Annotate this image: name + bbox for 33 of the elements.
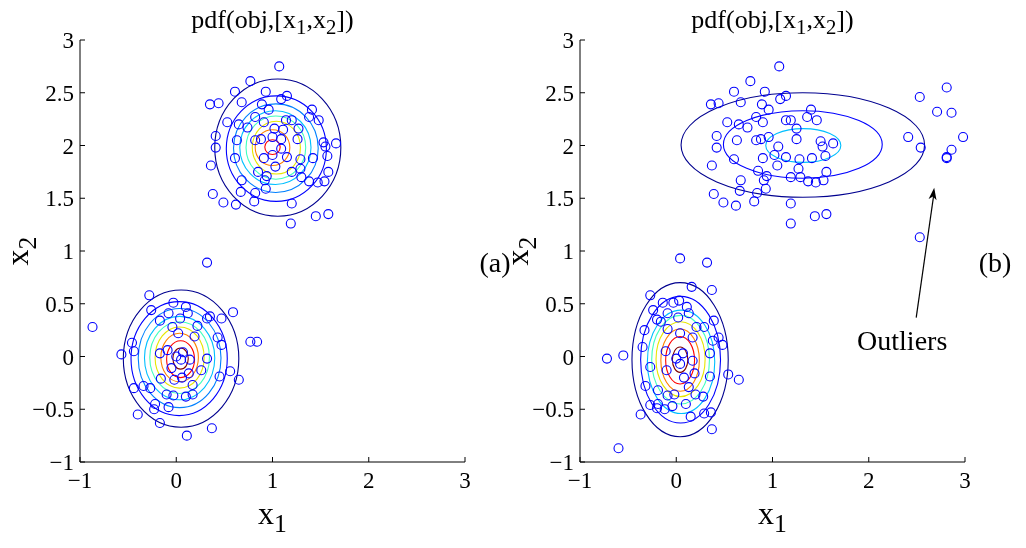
y-tick-label: 0.5: [545, 291, 574, 317]
y-tick-label: 1: [562, 239, 574, 265]
y-tick-label: 3: [562, 28, 574, 54]
y-tick-label: 2: [562, 133, 574, 159]
x-axis-title: x$_{1}$: [258, 495, 287, 538]
y-tick-label: 3: [62, 28, 74, 54]
text: (b): [978, 247, 1012, 279]
x-tick-label: 1: [766, 468, 779, 493]
y-tick-label: 1.5: [545, 186, 574, 212]
y-tick-label: 0.5: [45, 291, 74, 317]
y-tick-label: 2: [62, 133, 74, 159]
x-tick-label: 3: [459, 468, 471, 493]
y-tick-label: −0.5: [32, 397, 74, 423]
y-tick-label: 0: [562, 344, 574, 370]
x-tick-label: 0: [170, 468, 182, 493]
y-tick-label: −1: [549, 450, 574, 476]
chart-title: pdf(obj,[x$_{1}$,x$_{2}$]): [691, 5, 854, 39]
x-tick-label: 0: [670, 468, 682, 493]
chart-title: pdf(obj,[x$_{1}$,x$_{2}$]): [191, 5, 354, 39]
x-tick-label: 3: [959, 468, 971, 493]
y-tick-label: 2.5: [45, 80, 74, 106]
y-tick-label: 1.5: [45, 186, 74, 212]
y-tick-label: −0.5: [532, 397, 574, 423]
annotation: Outliers: [857, 324, 948, 356]
x-tick-label: 2: [863, 468, 875, 493]
x-tick-label: 2: [363, 468, 375, 493]
text: (a): [479, 247, 511, 279]
x-axis-title: x$_{1}$: [758, 495, 787, 538]
y-tick-label: 2.5: [545, 80, 574, 106]
y-tick-label: −1: [49, 450, 74, 476]
y-tick-label: 1: [62, 239, 74, 265]
y-tick-label: 0: [62, 344, 74, 370]
x-tick-label: 1: [266, 468, 279, 493]
